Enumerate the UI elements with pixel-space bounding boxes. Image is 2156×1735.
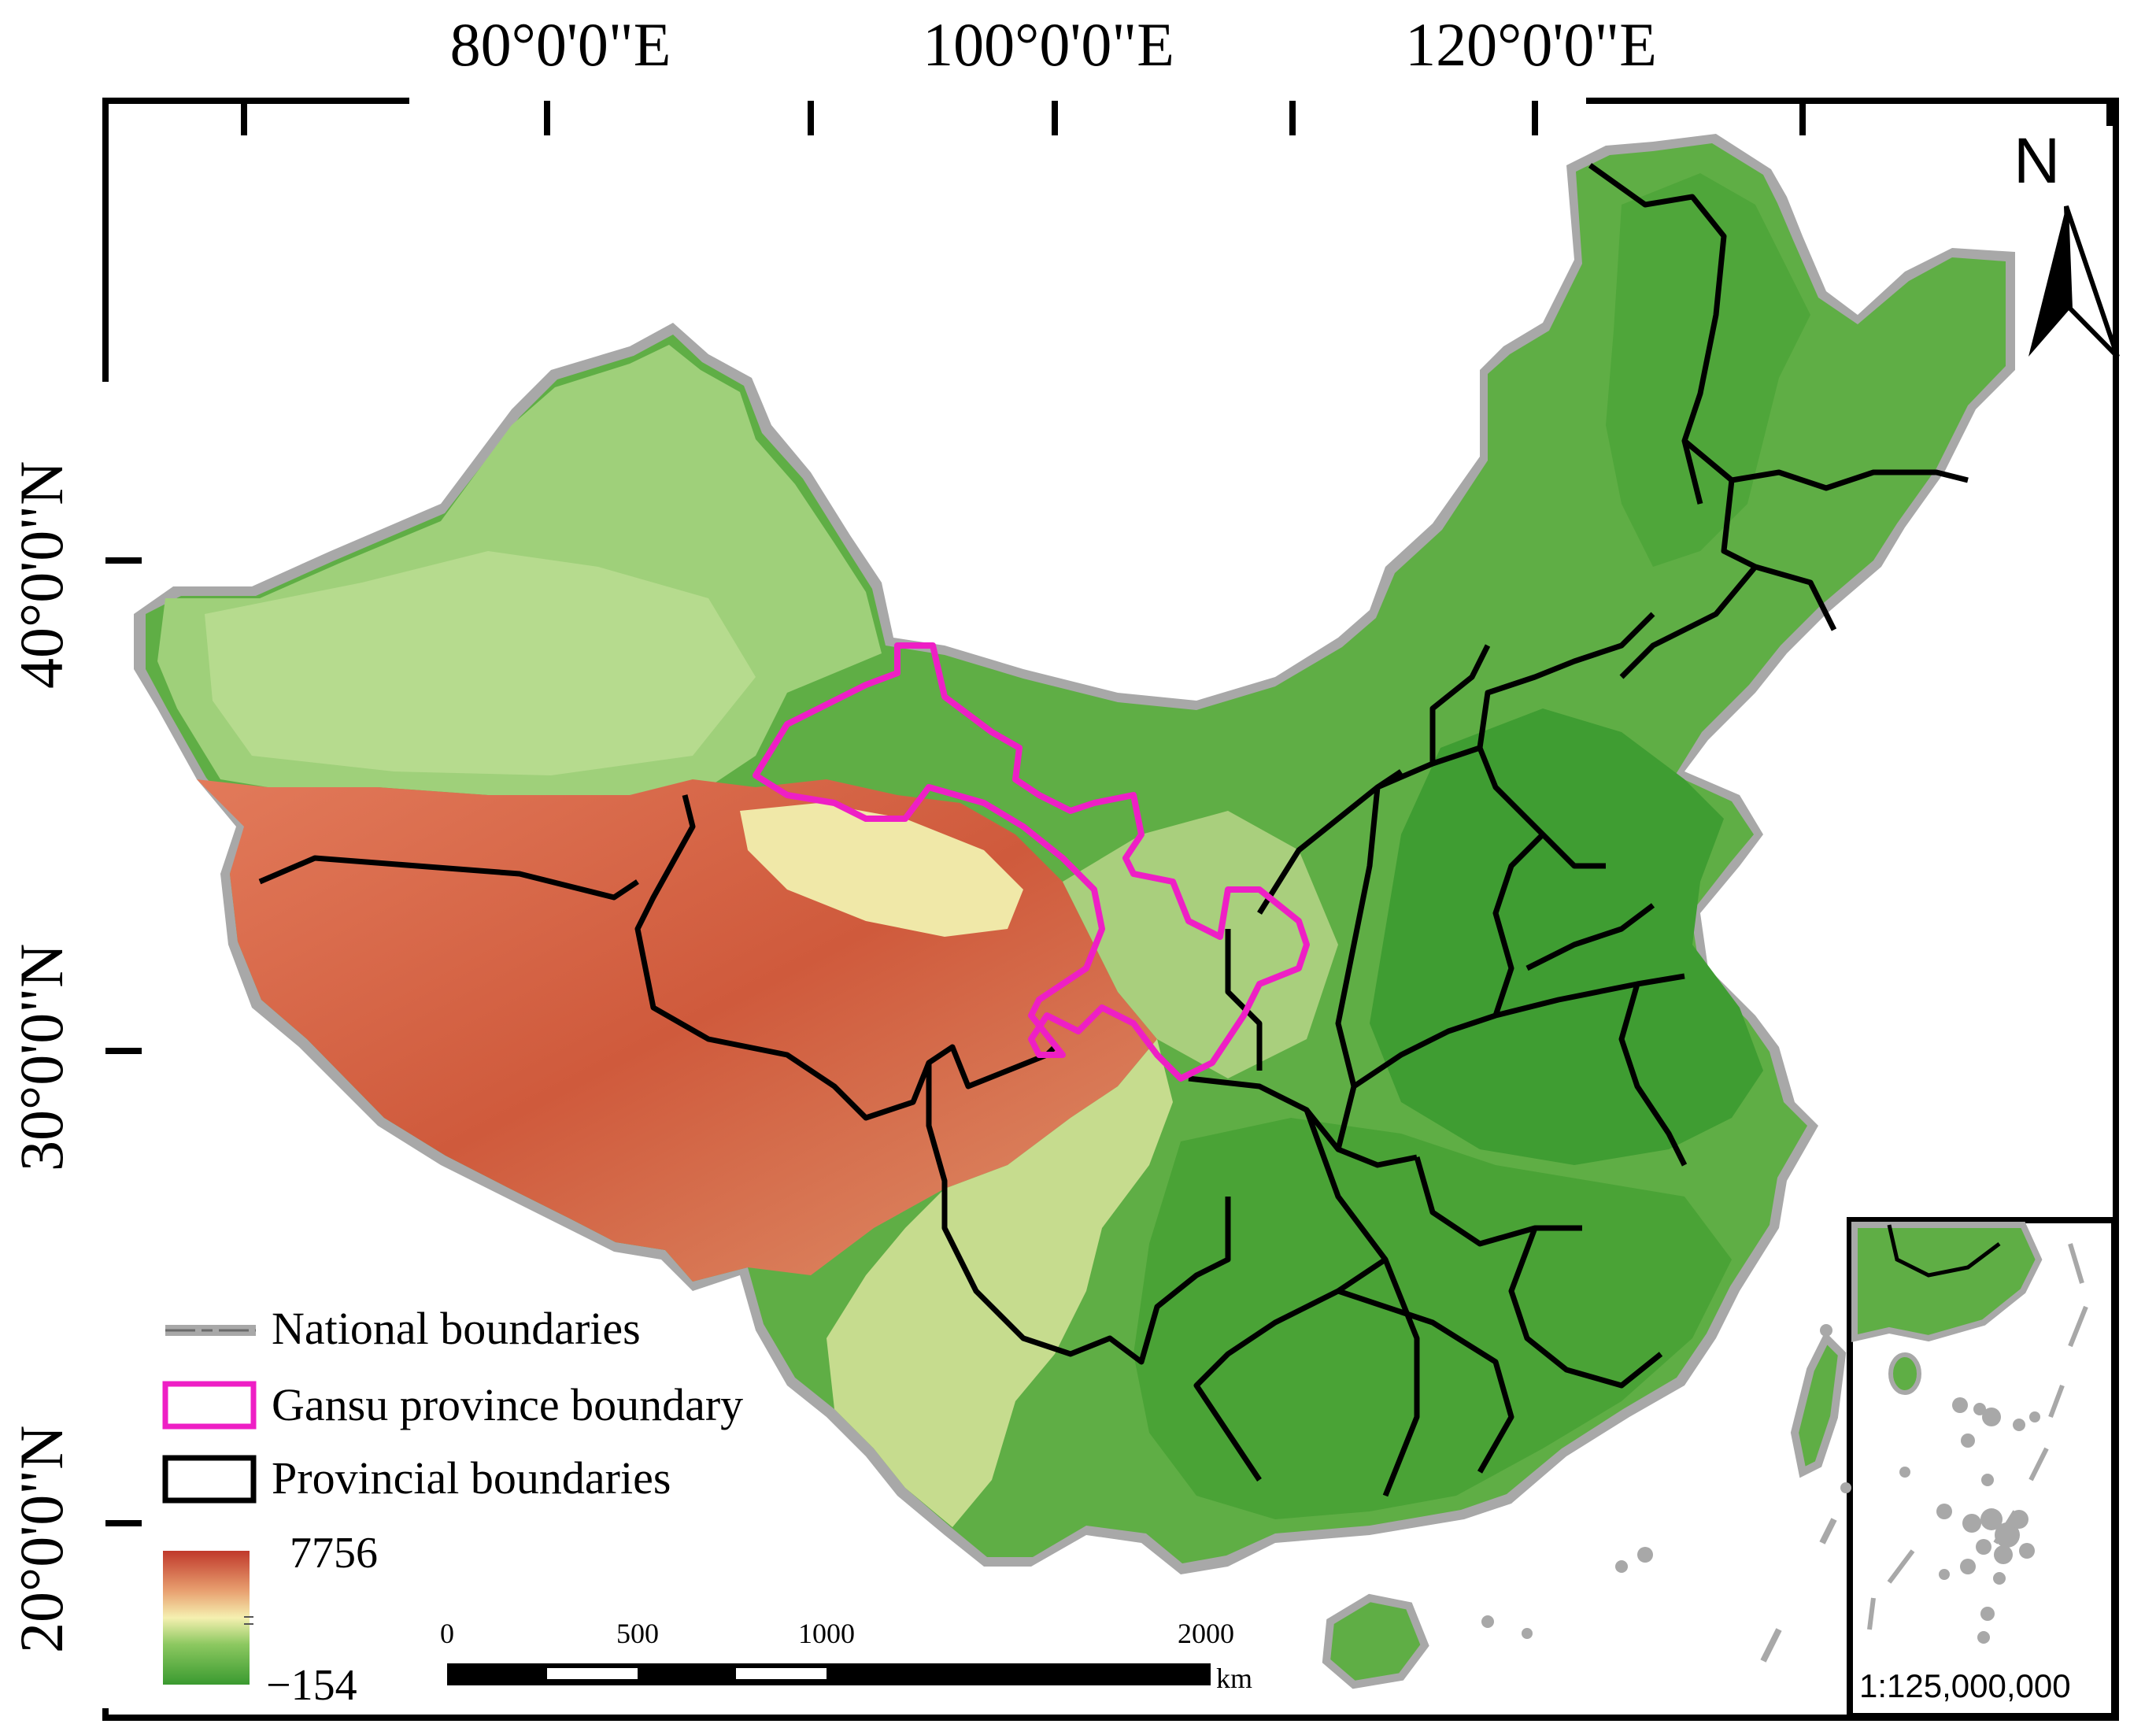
top-label-gap — [409, 93, 1586, 110]
scale-tick-2000: 2000 — [1178, 1618, 1234, 1649]
taiwan-island — [1790, 1331, 1847, 1478]
gansu-boundary — [753, 642, 1310, 1082]
elevation-min-label: −154 — [266, 1661, 357, 1710]
provincial-boundaries — [258, 163, 1969, 1497]
scale-unit: km — [1216, 1663, 1253, 1694]
north-label: N — [2014, 125, 2061, 197]
elevation-ramp — [163, 1551, 250, 1685]
latitude-ticks — [105, 557, 142, 1526]
latitude-label-40n: 40°0'0"N — [7, 461, 76, 689]
tarim-dunes-terrain — [205, 551, 756, 775]
offshore-islands — [1481, 1324, 1851, 1639]
latitude-label-30n: 30°0'0"N — [7, 943, 76, 1171]
china-terrain — [134, 134, 2015, 1574]
loess-terrain — [1063, 811, 1338, 1078]
scale-bar — [447, 1663, 1211, 1685]
legend-label-provincial: Provincial boundaries — [272, 1452, 671, 1504]
dashed-sea-line — [1760, 1518, 1837, 1663]
longitude-label-100e: 100°0'0"E — [923, 10, 1174, 79]
eastern-plains-terrain — [1370, 708, 1763, 1165]
qaidam-basin-terrain — [740, 803, 1023, 937]
north-arrow-icon — [2028, 205, 2120, 359]
scale-tick-0: 0 — [440, 1618, 454, 1649]
inset-scale-ratio: 1:125,000,000 — [1859, 1667, 2071, 1704]
south-china-sea-inset — [1847, 1217, 2117, 1719]
scale-tick-1000: 1000 — [798, 1618, 855, 1649]
legend-label-national: National boundaries — [272, 1303, 641, 1354]
legend-label-gansu: Gansu province boundary — [272, 1379, 744, 1430]
longitude-ticks — [241, 101, 2113, 135]
hainan-island — [1322, 1593, 1429, 1689]
longitude-label-120e: 120°0'0"E — [1405, 10, 1657, 79]
longitude-label-80e: 80°0'0"E — [449, 10, 671, 79]
legend-symbols — [162, 1325, 257, 1504]
hengduan-terrain — [827, 1039, 1173, 1527]
scale-tick-500: 500 — [616, 1618, 659, 1649]
northeast-plain-terrain — [1606, 173, 1810, 567]
elevation-max-label: 7756 — [290, 1529, 378, 1578]
elevation-ramp-ticks — [244, 1616, 253, 1625]
latitude-label-20n: 20°0'0"N — [7, 1425, 76, 1653]
left-label-gap — [98, 382, 115, 1708]
south-china-terrain — [1133, 1118, 1732, 1519]
